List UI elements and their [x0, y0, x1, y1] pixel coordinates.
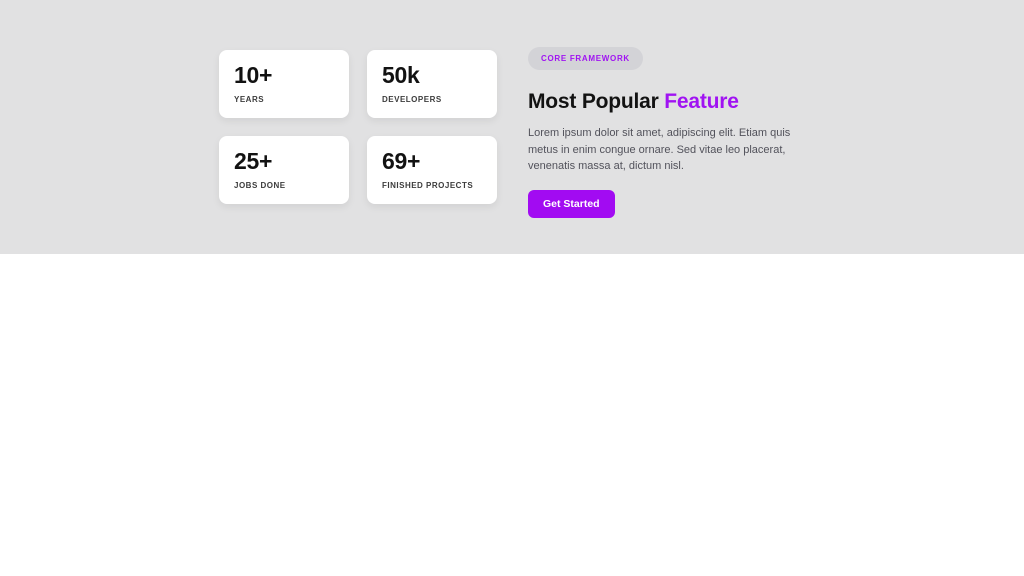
stat-value: 25+: [234, 148, 273, 174]
stat-value: 50k: [382, 62, 420, 88]
feature-column: CORE FRAMEWORK Most Popular Feature Lore…: [528, 47, 820, 218]
stat-card-jobs-done: 25+ JOBS DONE: [219, 136, 349, 204]
stat-value: 69+: [382, 148, 421, 174]
feature-title-prefix: Most Popular: [528, 90, 665, 113]
stat-label: DEVELOPERS: [382, 95, 442, 105]
stat-card-developers: 50k DEVELOPERS: [367, 50, 497, 118]
stat-label: FINISHED PROJECTS: [382, 181, 474, 191]
stat-card-years: 10+ YEARS: [219, 50, 349, 118]
feature-description: Lorem ipsum dolor sit amet, adipiscing e…: [528, 127, 791, 172]
stat-value: 10+: [234, 62, 273, 88]
category-badge: CORE FRAMEWORK: [528, 47, 643, 70]
stat-label: JOBS DONE: [234, 181, 286, 191]
get-started-button[interactable]: Get Started: [528, 189, 615, 218]
hero-content: 10+ YEARS 50k DEVELOPERS 25+ JOBS DONE 6…: [0, 0, 1024, 218]
stat-label: YEARS: [234, 95, 265, 105]
stat-card-finished-projects: 69+ FINISHED PROJECTS: [367, 136, 497, 204]
stats-grid: 10+ YEARS 50k DEVELOPERS 25+ JOBS DONE 6…: [219, 50, 497, 204]
feature-section: 10+ YEARS 50k DEVELOPERS 25+ JOBS DONE 6…: [0, 0, 1024, 254]
feature-title-highlight: Feature: [664, 90, 739, 113]
feature-title: Most Popular Feature: [528, 90, 820, 114]
